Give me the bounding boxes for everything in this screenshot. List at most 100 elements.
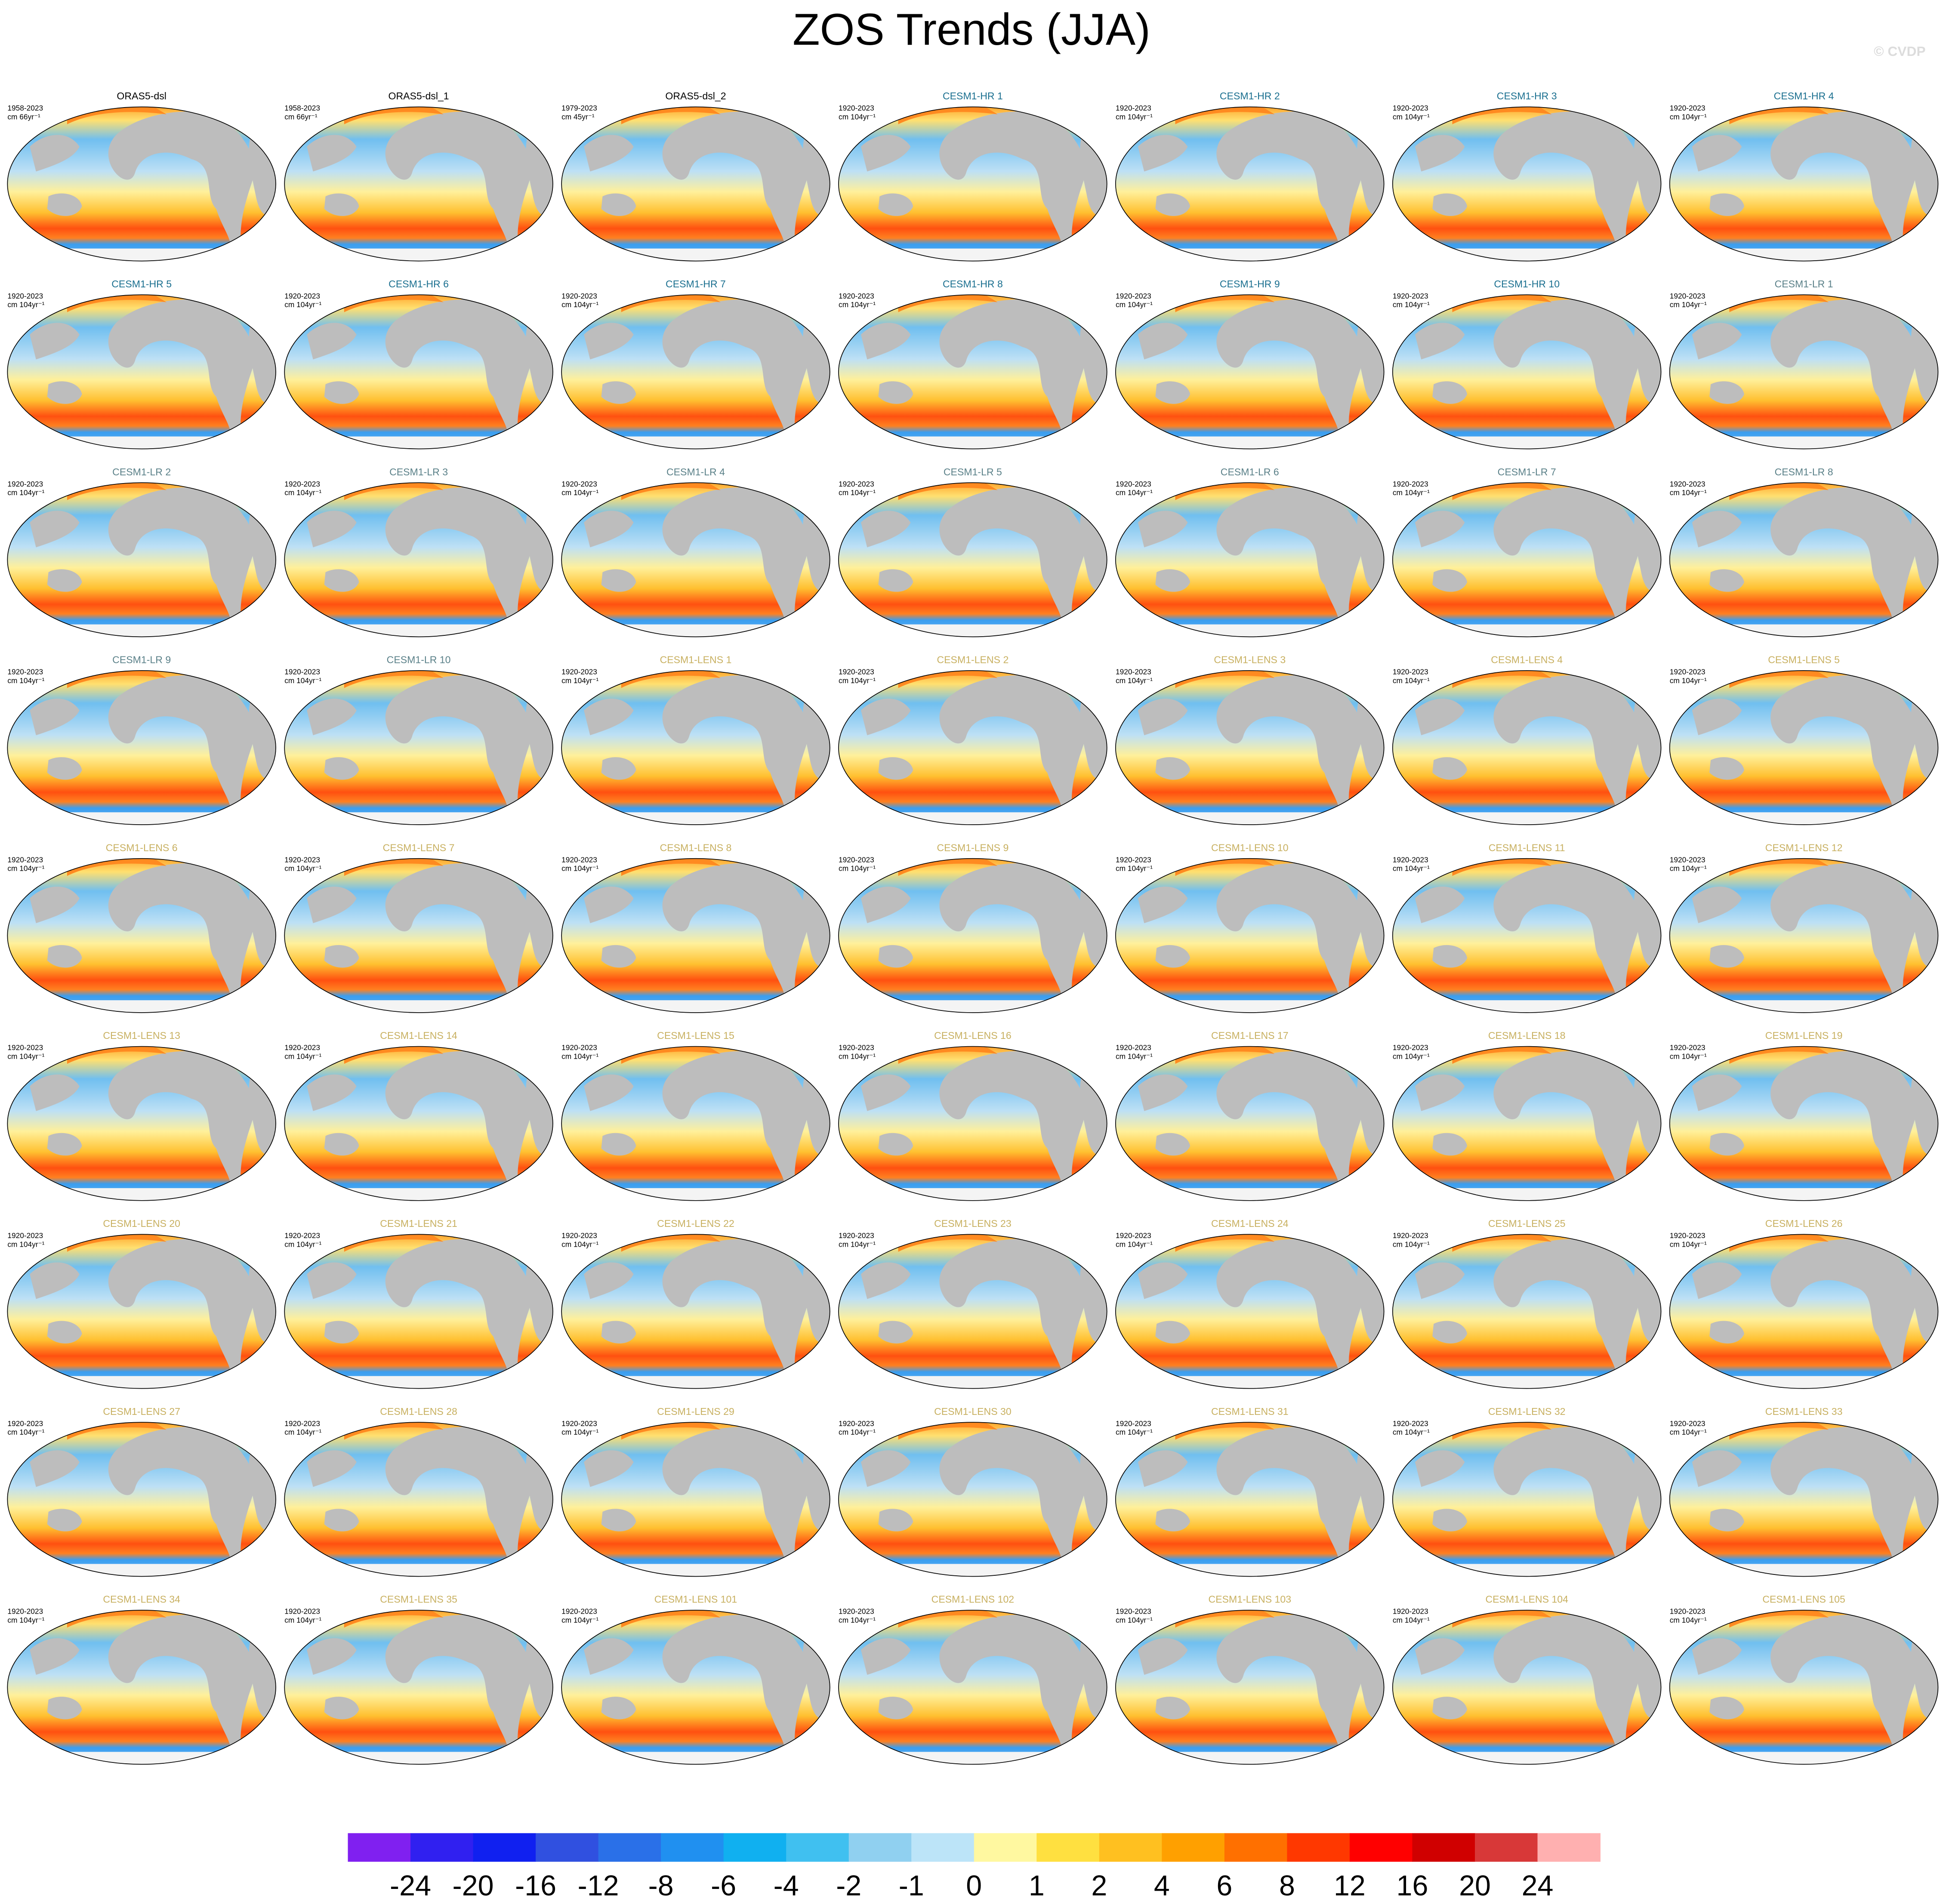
panel-title: ORAS5-dsl_2 — [665, 90, 726, 102]
panel-period: 1920-2023 — [1116, 1231, 1151, 1240]
panel-period: 1920-2023 — [839, 855, 874, 864]
panel-units: cm 104yr⁻¹ — [561, 1616, 598, 1624]
panel-units: cm 104yr⁻¹ — [1670, 676, 1707, 685]
panel-period: 1920-2023 — [839, 1419, 874, 1428]
map — [1667, 668, 1940, 827]
map — [1390, 856, 1663, 1015]
panel-title: CESM1-LR 6 — [1221, 466, 1279, 478]
panel-period: 1920-2023 — [1393, 292, 1428, 300]
panel-units: cm 104yr⁻¹ — [7, 300, 44, 309]
map — [559, 1044, 832, 1203]
panel-period: 1920-2023 — [284, 668, 320, 676]
map — [1667, 1420, 1940, 1579]
panel-title: CESM1-LENS 1 — [660, 654, 732, 665]
panel-units: cm 104yr⁻¹ — [839, 864, 876, 873]
map — [836, 293, 1109, 452]
map — [559, 1608, 832, 1767]
panel-period: 1920-2023 — [7, 292, 43, 300]
map — [1667, 1608, 1940, 1767]
panel-title: CESM1-HR 3 — [1497, 90, 1557, 102]
panel-units: cm 104yr⁻¹ — [1393, 488, 1430, 497]
panel-period: 1920-2023 — [839, 1607, 874, 1616]
panel-period: 1979-2023 — [561, 104, 597, 112]
panel-title: CESM1-LENS 24 — [1211, 1218, 1289, 1229]
map — [282, 105, 555, 264]
map — [1390, 1232, 1663, 1391]
map — [1667, 856, 1940, 1015]
map — [282, 293, 555, 452]
panel-title: CESM1-LR 5 — [944, 466, 1002, 478]
panel-period: 1920-2023 — [1670, 1419, 1706, 1428]
panel-period: 1920-2023 — [1393, 1043, 1428, 1052]
map — [1113, 480, 1386, 639]
panel-title: CESM1-LENS 26 — [1765, 1218, 1843, 1229]
panel-title: CESM1-HR 6 — [389, 278, 449, 290]
colorbar-label: 2 — [1091, 1870, 1107, 1902]
map — [282, 1044, 555, 1203]
map — [5, 1608, 278, 1767]
map — [5, 856, 278, 1015]
panel-title: CESM1-LENS 31 — [1211, 1406, 1289, 1417]
panel-units: cm 104yr⁻¹ — [284, 1428, 321, 1436]
map — [5, 105, 278, 264]
panel-period: 1920-2023 — [839, 1043, 874, 1052]
panel-period: 1920-2023 — [7, 1419, 43, 1428]
panel-units: cm 104yr⁻¹ — [1393, 676, 1430, 685]
colorbar-box — [410, 1833, 474, 1862]
panel-period: 1920-2023 — [1670, 1607, 1706, 1616]
panel-units: cm 104yr⁻¹ — [1670, 112, 1707, 121]
map — [5, 293, 278, 452]
map — [1113, 1420, 1386, 1579]
panel-title: CESM1-HR 4 — [1774, 90, 1834, 102]
map — [1113, 293, 1386, 452]
map — [5, 480, 278, 639]
map — [1113, 1232, 1386, 1391]
panel-units: cm 104yr⁻¹ — [7, 1052, 44, 1060]
panel-title: CESM1-LENS 17 — [1211, 1030, 1289, 1041]
panel-units: cm 104yr⁻¹ — [284, 1052, 321, 1060]
map — [1667, 480, 1940, 639]
panel-title: CESM1-LENS 3 — [1214, 654, 1286, 665]
colorbar-box — [911, 1833, 975, 1862]
panel-units: cm 104yr⁻¹ — [839, 300, 876, 309]
panel-units: cm 104yr⁻¹ — [7, 488, 44, 497]
panel-title: CESM1-LENS 15 — [657, 1030, 734, 1041]
panel-period: 1920-2023 — [561, 1607, 597, 1616]
map — [282, 856, 555, 1015]
panel-title: CESM1-LENS 14 — [380, 1030, 457, 1041]
panel-units: cm 104yr⁻¹ — [561, 864, 598, 873]
panel-title: CESM1-LENS 30 — [934, 1406, 1012, 1417]
panel-units: cm 104yr⁻¹ — [1393, 1428, 1430, 1436]
panel-units: cm 104yr⁻¹ — [561, 1240, 598, 1248]
panel-units: cm 104yr⁻¹ — [7, 1240, 44, 1248]
panel-period: 1920-2023 — [284, 1231, 320, 1240]
panel-units: cm 104yr⁻¹ — [561, 300, 598, 309]
map — [5, 1232, 278, 1391]
panel-period: 1920-2023 — [1393, 1419, 1428, 1428]
colorbar-box — [786, 1833, 849, 1862]
panel-title: CESM1-LENS 104 — [1485, 1594, 1568, 1605]
panel-period: 1920-2023 — [1670, 668, 1706, 676]
map — [559, 105, 832, 264]
